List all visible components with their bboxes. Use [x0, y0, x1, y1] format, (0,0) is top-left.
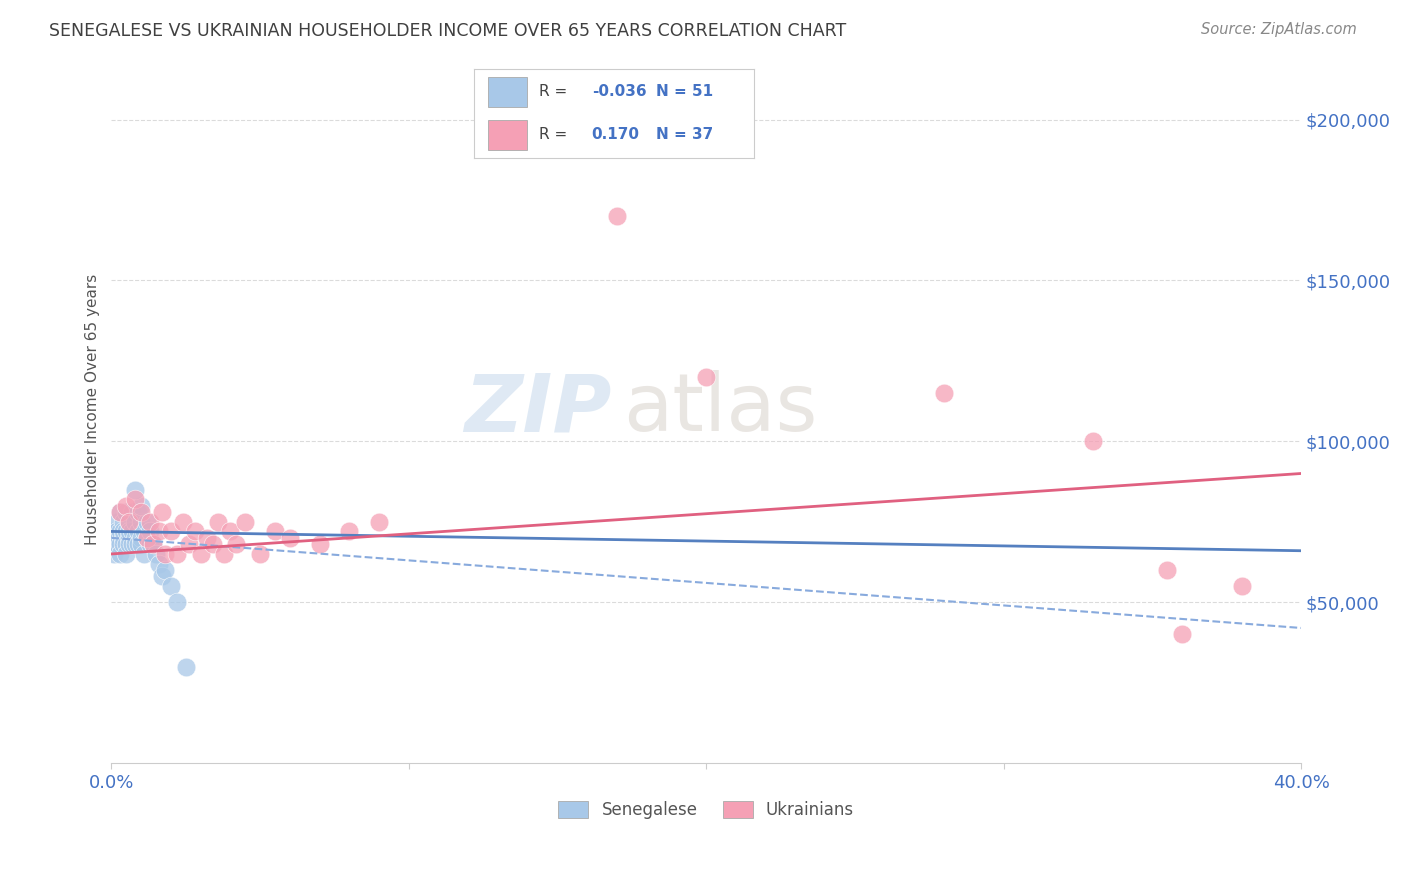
Point — [112, 524, 135, 539]
Point — [1081, 434, 1104, 449]
Point — [166, 595, 188, 609]
Point — [150, 505, 173, 519]
Point — [115, 499, 138, 513]
Point — [160, 524, 183, 539]
Point — [129, 505, 152, 519]
Point — [127, 505, 149, 519]
Text: Source: ZipAtlas.com: Source: ZipAtlas.com — [1201, 22, 1357, 37]
Point — [129, 531, 152, 545]
Point — [112, 537, 135, 551]
Text: SENEGALESE VS UKRAINIAN HOUSEHOLDER INCOME OVER 65 YEARS CORRELATION CHART: SENEGALESE VS UKRAINIAN HOUSEHOLDER INCO… — [49, 22, 846, 40]
Point — [606, 209, 628, 223]
Point — [174, 659, 197, 673]
Point — [136, 515, 159, 529]
Point — [112, 515, 135, 529]
Point — [214, 547, 236, 561]
Point — [225, 537, 247, 551]
Y-axis label: Householder Income Over 65 years: Householder Income Over 65 years — [86, 274, 100, 545]
Point — [103, 537, 125, 551]
Point — [124, 483, 146, 497]
Point — [249, 547, 271, 561]
Point — [934, 386, 956, 401]
Point — [115, 524, 138, 539]
Point — [103, 547, 125, 561]
Point — [134, 524, 156, 539]
Point — [129, 499, 152, 513]
Point — [145, 547, 167, 561]
Point — [118, 531, 141, 545]
Point — [337, 524, 360, 539]
Point — [110, 505, 132, 519]
Point — [115, 547, 138, 561]
Point — [278, 531, 301, 545]
Point — [139, 537, 162, 551]
Point — [1156, 563, 1178, 577]
Point — [368, 515, 391, 529]
Point — [110, 505, 132, 519]
Point — [139, 524, 162, 539]
Point — [129, 515, 152, 529]
Point — [177, 537, 200, 551]
Point — [308, 537, 330, 551]
Point — [148, 524, 170, 539]
Point — [105, 524, 128, 539]
Point — [112, 531, 135, 545]
Point — [103, 524, 125, 539]
Point — [233, 515, 256, 529]
Point — [127, 537, 149, 551]
Point — [136, 531, 159, 545]
Point — [219, 524, 242, 539]
Point — [110, 547, 132, 561]
Legend: Senegalese, Ukrainians: Senegalese, Ukrainians — [551, 794, 860, 826]
Text: ZIP: ZIP — [464, 370, 612, 448]
Point — [1171, 627, 1194, 641]
Point — [118, 537, 141, 551]
Point — [136, 531, 159, 545]
Point — [148, 557, 170, 571]
Point — [110, 524, 132, 539]
Point — [115, 505, 138, 519]
Point — [160, 579, 183, 593]
Point — [695, 370, 717, 384]
Point — [118, 515, 141, 529]
Point — [124, 492, 146, 507]
Text: atlas: atlas — [623, 370, 817, 448]
Point — [127, 524, 149, 539]
Point — [166, 547, 188, 561]
Point — [153, 547, 176, 561]
Point — [195, 531, 218, 545]
Point — [124, 515, 146, 529]
Point — [121, 524, 143, 539]
Point — [1230, 579, 1253, 593]
Point — [142, 537, 165, 551]
Point — [105, 531, 128, 545]
Point — [115, 537, 138, 551]
Point — [264, 524, 287, 539]
Point — [150, 569, 173, 583]
Point — [142, 537, 165, 551]
Point — [110, 537, 132, 551]
Point — [134, 547, 156, 561]
Point — [207, 515, 229, 529]
Point — [121, 537, 143, 551]
Point — [105, 537, 128, 551]
Point — [121, 505, 143, 519]
Point — [124, 531, 146, 545]
Point — [201, 537, 224, 551]
Point — [139, 515, 162, 529]
Point — [183, 524, 205, 539]
Point — [105, 515, 128, 529]
Point — [190, 547, 212, 561]
Point — [118, 524, 141, 539]
Point — [172, 515, 194, 529]
Point — [129, 537, 152, 551]
Point — [118, 515, 141, 529]
Point — [153, 563, 176, 577]
Point — [124, 537, 146, 551]
